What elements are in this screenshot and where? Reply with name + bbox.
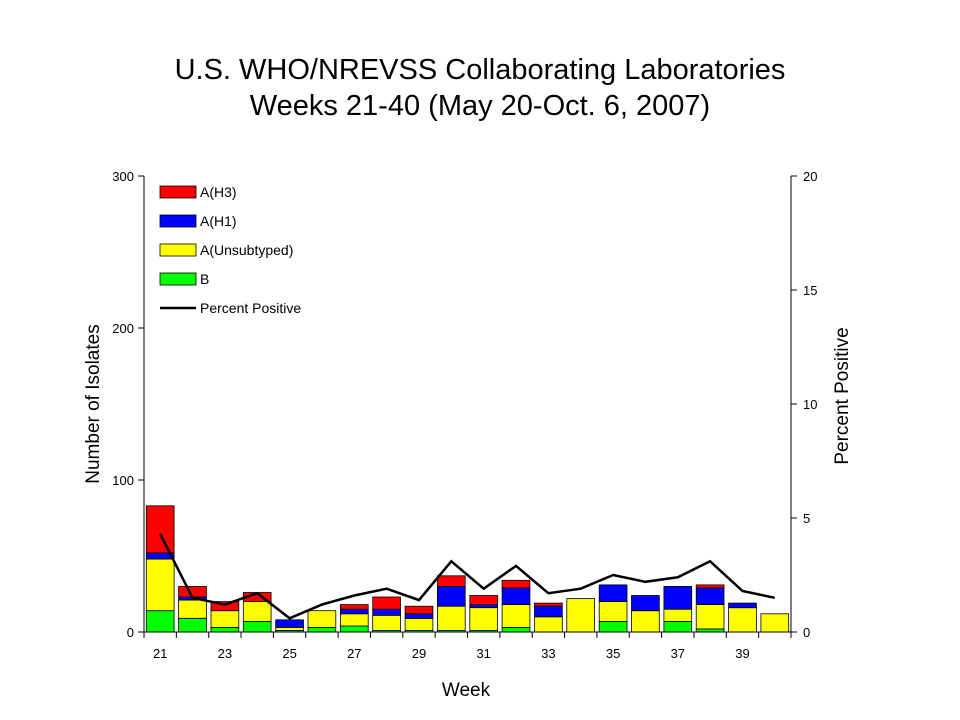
y-tick-label: 200 bbox=[112, 321, 134, 336]
bar-a-h1--week-28 bbox=[372, 608, 401, 616]
legend-swatch-b bbox=[159, 272, 197, 286]
x-tick-label: 31 bbox=[476, 646, 490, 661]
x-tick-label: 39 bbox=[735, 646, 749, 661]
bar-a-h3--week-28 bbox=[372, 596, 401, 610]
legend-swatch-a-h1 bbox=[159, 214, 197, 228]
bar-a-h1--week-30 bbox=[436, 586, 466, 607]
x-tick-label: 27 bbox=[347, 646, 361, 661]
bar-a-unsubtyped--week-38 bbox=[695, 604, 725, 630]
y-axis-title: Number of Isolates bbox=[83, 324, 104, 483]
bar-a-unsubtyped--week-24 bbox=[242, 601, 272, 622]
legend-label-b: B bbox=[200, 271, 209, 287]
y2-axis-title: Percent Positive bbox=[832, 327, 853, 464]
bar-a-h1--week-35 bbox=[598, 584, 628, 603]
bar-a-unsubtyped--week-33 bbox=[534, 616, 563, 633]
x-axis-title: Week bbox=[442, 680, 491, 701]
legend-label-percent-positive: Percent Positive bbox=[200, 300, 301, 316]
bar-a-h1--week-32 bbox=[501, 587, 531, 606]
bar-b-week-21 bbox=[145, 610, 175, 633]
chart-subtitle: Weeks 21-40 (May 20-Oct. 6, 2007) bbox=[249, 90, 711, 122]
y2-tick-label: 0 bbox=[803, 625, 810, 640]
bar-a-h1--week-33 bbox=[534, 605, 563, 618]
bar-a-h1--week-29 bbox=[404, 613, 434, 619]
bar-a-h1--week-37 bbox=[663, 586, 693, 610]
bar-a-unsubtyped--week-22 bbox=[178, 599, 207, 619]
bar-b-week-26 bbox=[307, 627, 337, 633]
bar-a-unsubtyped--week-40 bbox=[760, 613, 790, 633]
bar-a-unsubtyped--week-29 bbox=[404, 617, 434, 631]
legend-label-a-unsubtyped: A(Unsubtyped) bbox=[200, 242, 293, 258]
bar-a-unsubtyped--week-26 bbox=[307, 610, 337, 628]
bar-a-unsubtyped--week-36 bbox=[631, 610, 660, 633]
bar-a-h3--week-29 bbox=[404, 605, 434, 615]
bar-b-week-35 bbox=[598, 621, 628, 633]
bar-a-unsubtyped--week-35 bbox=[598, 601, 628, 622]
bar-a-unsubtyped--week-34 bbox=[566, 598, 595, 633]
bar-b-week-22 bbox=[178, 617, 207, 633]
bar-b-week-32 bbox=[501, 627, 531, 633]
y2-tick-label: 10 bbox=[803, 397, 817, 412]
bar-b-week-27 bbox=[339, 625, 369, 633]
bar-a-h1--week-25 bbox=[275, 619, 304, 628]
x-tick-label: 37 bbox=[671, 646, 685, 661]
legend: A(H3) A(H1) A(Unsubtyped) B Percent Positive bbox=[159, 184, 301, 316]
legend-swatch-a-h3 bbox=[159, 185, 197, 199]
bar-a-h1--week-38 bbox=[695, 587, 725, 606]
y2-tick-label: 15 bbox=[803, 283, 817, 298]
legend-label-a-h1: A(H1) bbox=[200, 213, 237, 229]
x-tick-label: 29 bbox=[412, 646, 426, 661]
y-tick-label: 100 bbox=[112, 473, 134, 488]
bar-a-h1--week-31 bbox=[469, 604, 498, 608]
line-group bbox=[159, 533, 776, 620]
x-tick-label: 25 bbox=[282, 646, 296, 661]
x-tick-label: 23 bbox=[218, 646, 232, 661]
bar-a-unsubtyped--week-37 bbox=[663, 608, 693, 622]
bar-a-unsubtyped--week-31 bbox=[469, 607, 498, 631]
x-tick-label: 35 bbox=[606, 646, 620, 661]
bar-a-h3--week-30 bbox=[436, 575, 466, 587]
bar-a-unsubtyped--week-25 bbox=[275, 627, 304, 631]
y2-tick-label: 20 bbox=[803, 169, 817, 184]
y-tick-label: 300 bbox=[112, 169, 134, 184]
bar-a-h1--week-36 bbox=[631, 595, 660, 612]
bar-b-week-24 bbox=[242, 621, 272, 633]
y2-tick-label: 5 bbox=[803, 511, 810, 526]
legend-swatch-a-unsubtyped bbox=[159, 243, 197, 257]
x-tick-label: 33 bbox=[541, 646, 555, 661]
legend-label-a-h3: A(H3) bbox=[200, 184, 237, 200]
bar-a-h1--week-39 bbox=[728, 602, 757, 609]
bar-a-unsubtyped--week-39 bbox=[728, 607, 757, 633]
bar-b-week-37 bbox=[663, 621, 693, 633]
chart-title: U.S. WHO/NREVSS Collaborating Laboratori… bbox=[174, 54, 786, 86]
bar-a-unsubtyped--week-23 bbox=[210, 610, 240, 628]
bar-a-h3--week-38 bbox=[695, 584, 725, 589]
bar-a-h3--week-32 bbox=[501, 579, 531, 589]
axes-group: 0 100 200 300 0 5 10 15 20 21 23 25 27 29 31 33 35 37 39 bbox=[112, 169, 817, 661]
y-tick-label: 0 bbox=[127, 625, 134, 640]
bar-b-week-23 bbox=[210, 627, 240, 633]
bar-a-unsubtyped--week-28 bbox=[372, 614, 401, 631]
bar-a-h3--week-27 bbox=[339, 604, 369, 610]
x-tick-label: 21 bbox=[153, 646, 167, 661]
bar-a-unsubtyped--week-27 bbox=[339, 613, 369, 627]
bar-a-h3--week-23 bbox=[210, 601, 240, 612]
percent-positive-line bbox=[159, 533, 776, 620]
bar-a-unsubtyped--week-30 bbox=[436, 605, 466, 631]
bar-a-h3--week-33 bbox=[534, 602, 563, 607]
bar-a-unsubtyped--week-21 bbox=[145, 558, 175, 612]
bar-a-h1--week-27 bbox=[339, 608, 369, 615]
bar-a-h3--week-21 bbox=[145, 505, 175, 554]
bar-a-unsubtyped--week-32 bbox=[501, 604, 531, 628]
bar-a-h3--week-31 bbox=[469, 595, 498, 606]
